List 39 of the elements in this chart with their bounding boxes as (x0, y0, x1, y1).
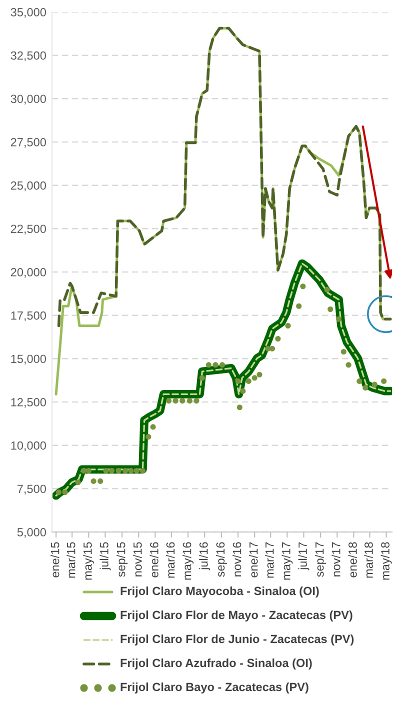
x-tick-label: sep/16 (216, 542, 227, 577)
x-tick-label: ene/18 (348, 542, 357, 578)
legend-label: Frijol Claro Azufrado - Sinaloa (OI) (120, 658, 312, 670)
y-tick-label: 5,000 (17, 528, 46, 538)
y-tick-label: 10,000 (11, 441, 46, 452)
y-tick-label: 25,000 (10, 181, 46, 192)
legend-label: Frijol Claro Mayocoba - Sinaloa (OI) (120, 586, 319, 598)
x-tick-label: ene/16 (150, 542, 158, 578)
x-tick-label: nov/17 (332, 542, 340, 576)
x-tick-label: may/16 (182, 542, 194, 580)
y-tick-label: 27,500 (10, 138, 46, 148)
x-tick-label: mar/15 (66, 542, 76, 578)
x-tick-label: nov/16 (232, 542, 242, 576)
y-tick-label: 12,500 (11, 398, 46, 408)
legend-label: Frijol Claro Bayo - Zacatecas (PV) (120, 682, 308, 694)
y-tick-label: 20,000 (10, 268, 46, 278)
x-tick-label: mar/17 (265, 542, 274, 578)
x-tick-label: nov/15 (133, 542, 142, 576)
y-tick-label: 22,500 (10, 224, 46, 234)
y-tick-label: 17,500 (11, 311, 46, 322)
x-tick-label: sep/17 (315, 542, 326, 577)
x-tick-label: ene/17 (249, 542, 258, 578)
y-tick-label: 30,000 (10, 94, 46, 104)
legend-label: Frijol Claro Flor de Mayo - Zacatecas (PV) (120, 610, 352, 622)
x-tick-label: mar/16 (166, 542, 175, 578)
x-tick-label: may/17 (282, 542, 293, 580)
legend-label: Frijol Claro Flor de Junio - Zacatecas (PV) (120, 634, 354, 646)
x-tick-label: may/15 (83, 542, 94, 580)
x-tick-label: jul/15 (100, 542, 111, 570)
x-tick-label: jul/17 (298, 542, 310, 570)
x-tick-label: sep/15 (116, 542, 128, 577)
y-tick-label: 7,500 (18, 484, 46, 494)
y-tick-label: 32,500 (10, 51, 46, 62)
x-tick-label: mar/18 (364, 542, 373, 578)
x-tick-label: may/18 (380, 542, 392, 580)
y-tick-label: 15,000 (11, 354, 46, 364)
x-tick-label: ene/15 (50, 542, 60, 578)
x-tick-label: jul/16 (199, 542, 210, 570)
y-tick-label: 35,000 (10, 8, 46, 18)
